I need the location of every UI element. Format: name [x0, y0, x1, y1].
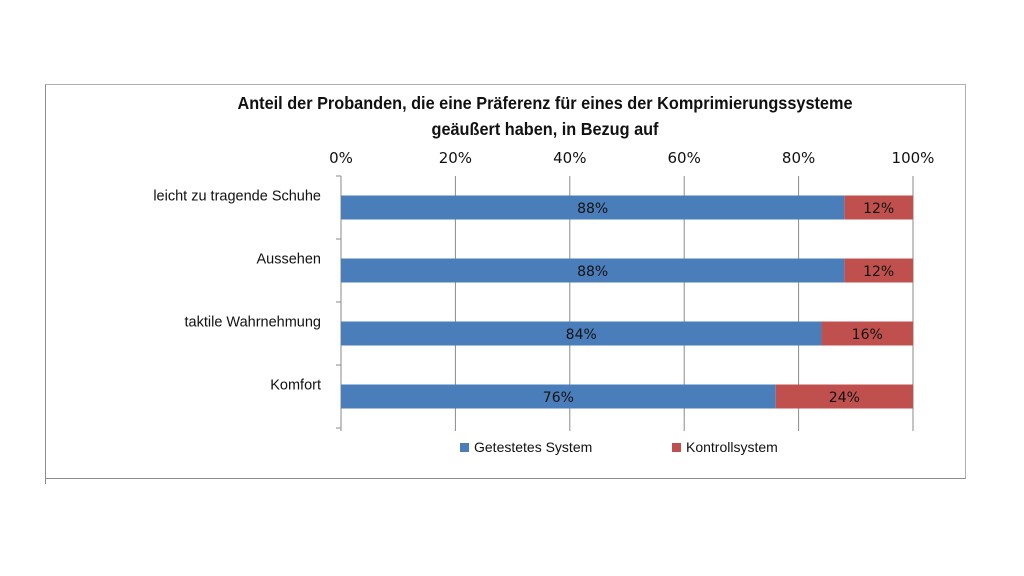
data-label: 12% — [863, 264, 894, 280]
category-label: taktile Wahrnehmung — [185, 315, 321, 331]
data-label: 84% — [566, 327, 597, 343]
x-tick-label: 20% — [439, 149, 472, 167]
chart-frame — [45, 84, 966, 479]
x-tick-label: 100% — [892, 149, 935, 167]
bar-getestetes-system — [341, 321, 822, 346]
legend-label: Getestetes System — [474, 439, 592, 455]
category-label: leicht zu tragende Schuhe — [153, 189, 321, 205]
data-label: 76% — [543, 390, 574, 406]
legend-swatch — [460, 443, 469, 452]
bar-getestetes-system — [341, 384, 776, 409]
bar-kontrollsystem — [821, 321, 913, 346]
bar-kontrollsystem — [844, 195, 913, 220]
data-label: 16% — [852, 327, 883, 343]
bar-kontrollsystem — [775, 384, 913, 409]
chart-title-line-2: geäußert haben, in Bezug auf — [431, 119, 659, 139]
legend-label: Kontrollsystem — [686, 439, 778, 455]
x-tick-label: 40% — [553, 149, 586, 167]
data-label: 24% — [829, 390, 860, 406]
x-tick-label: 0% — [329, 149, 353, 167]
data-label: 88% — [577, 264, 608, 280]
category-label: Aussehen — [257, 252, 322, 268]
legend-swatch — [672, 443, 681, 452]
chart-title-line-1: Anteil der Probanden, die eine Präferenz… — [237, 93, 853, 113]
bar-kontrollsystem — [844, 258, 913, 283]
frame-tick — [45, 478, 46, 484]
x-tick-label: 80% — [782, 149, 815, 167]
category-label: Komfort — [270, 378, 321, 394]
x-tick-label: 60% — [668, 149, 701, 167]
bar-getestetes-system — [341, 258, 845, 283]
bar-getestetes-system — [341, 195, 845, 220]
data-label: 88% — [577, 201, 608, 217]
data-label: 12% — [863, 201, 894, 217]
